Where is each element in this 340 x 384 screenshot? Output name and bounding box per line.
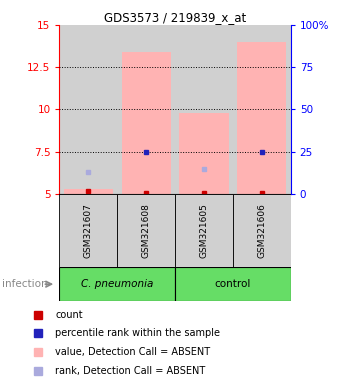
Bar [117, 25, 175, 194]
Bar [59, 267, 175, 301]
Bar [233, 25, 291, 194]
Text: percentile rank within the sample: percentile rank within the sample [55, 328, 220, 338]
Bar [175, 194, 233, 267]
Text: rank, Detection Call = ABSENT: rank, Detection Call = ABSENT [55, 366, 205, 376]
Bar [64, 189, 113, 194]
Bar [233, 194, 291, 267]
Bar [237, 42, 286, 194]
Text: GSM321606: GSM321606 [257, 203, 266, 258]
Bar [175, 25, 233, 194]
Bar [122, 52, 171, 194]
Text: GSM321605: GSM321605 [200, 203, 208, 258]
Text: control: control [215, 279, 251, 289]
Bar [117, 194, 175, 267]
Text: count: count [55, 310, 83, 319]
Text: infection: infection [2, 279, 47, 289]
Text: GSM321608: GSM321608 [142, 203, 151, 258]
Text: GSM321607: GSM321607 [84, 203, 93, 258]
Text: value, Detection Call = ABSENT: value, Detection Call = ABSENT [55, 347, 210, 357]
Bar [175, 267, 291, 301]
Bar [180, 113, 228, 194]
Title: GDS3573 / 219839_x_at: GDS3573 / 219839_x_at [104, 11, 246, 24]
Text: C. pneumonia: C. pneumonia [81, 279, 153, 289]
Bar [59, 194, 117, 267]
Bar [59, 25, 117, 194]
